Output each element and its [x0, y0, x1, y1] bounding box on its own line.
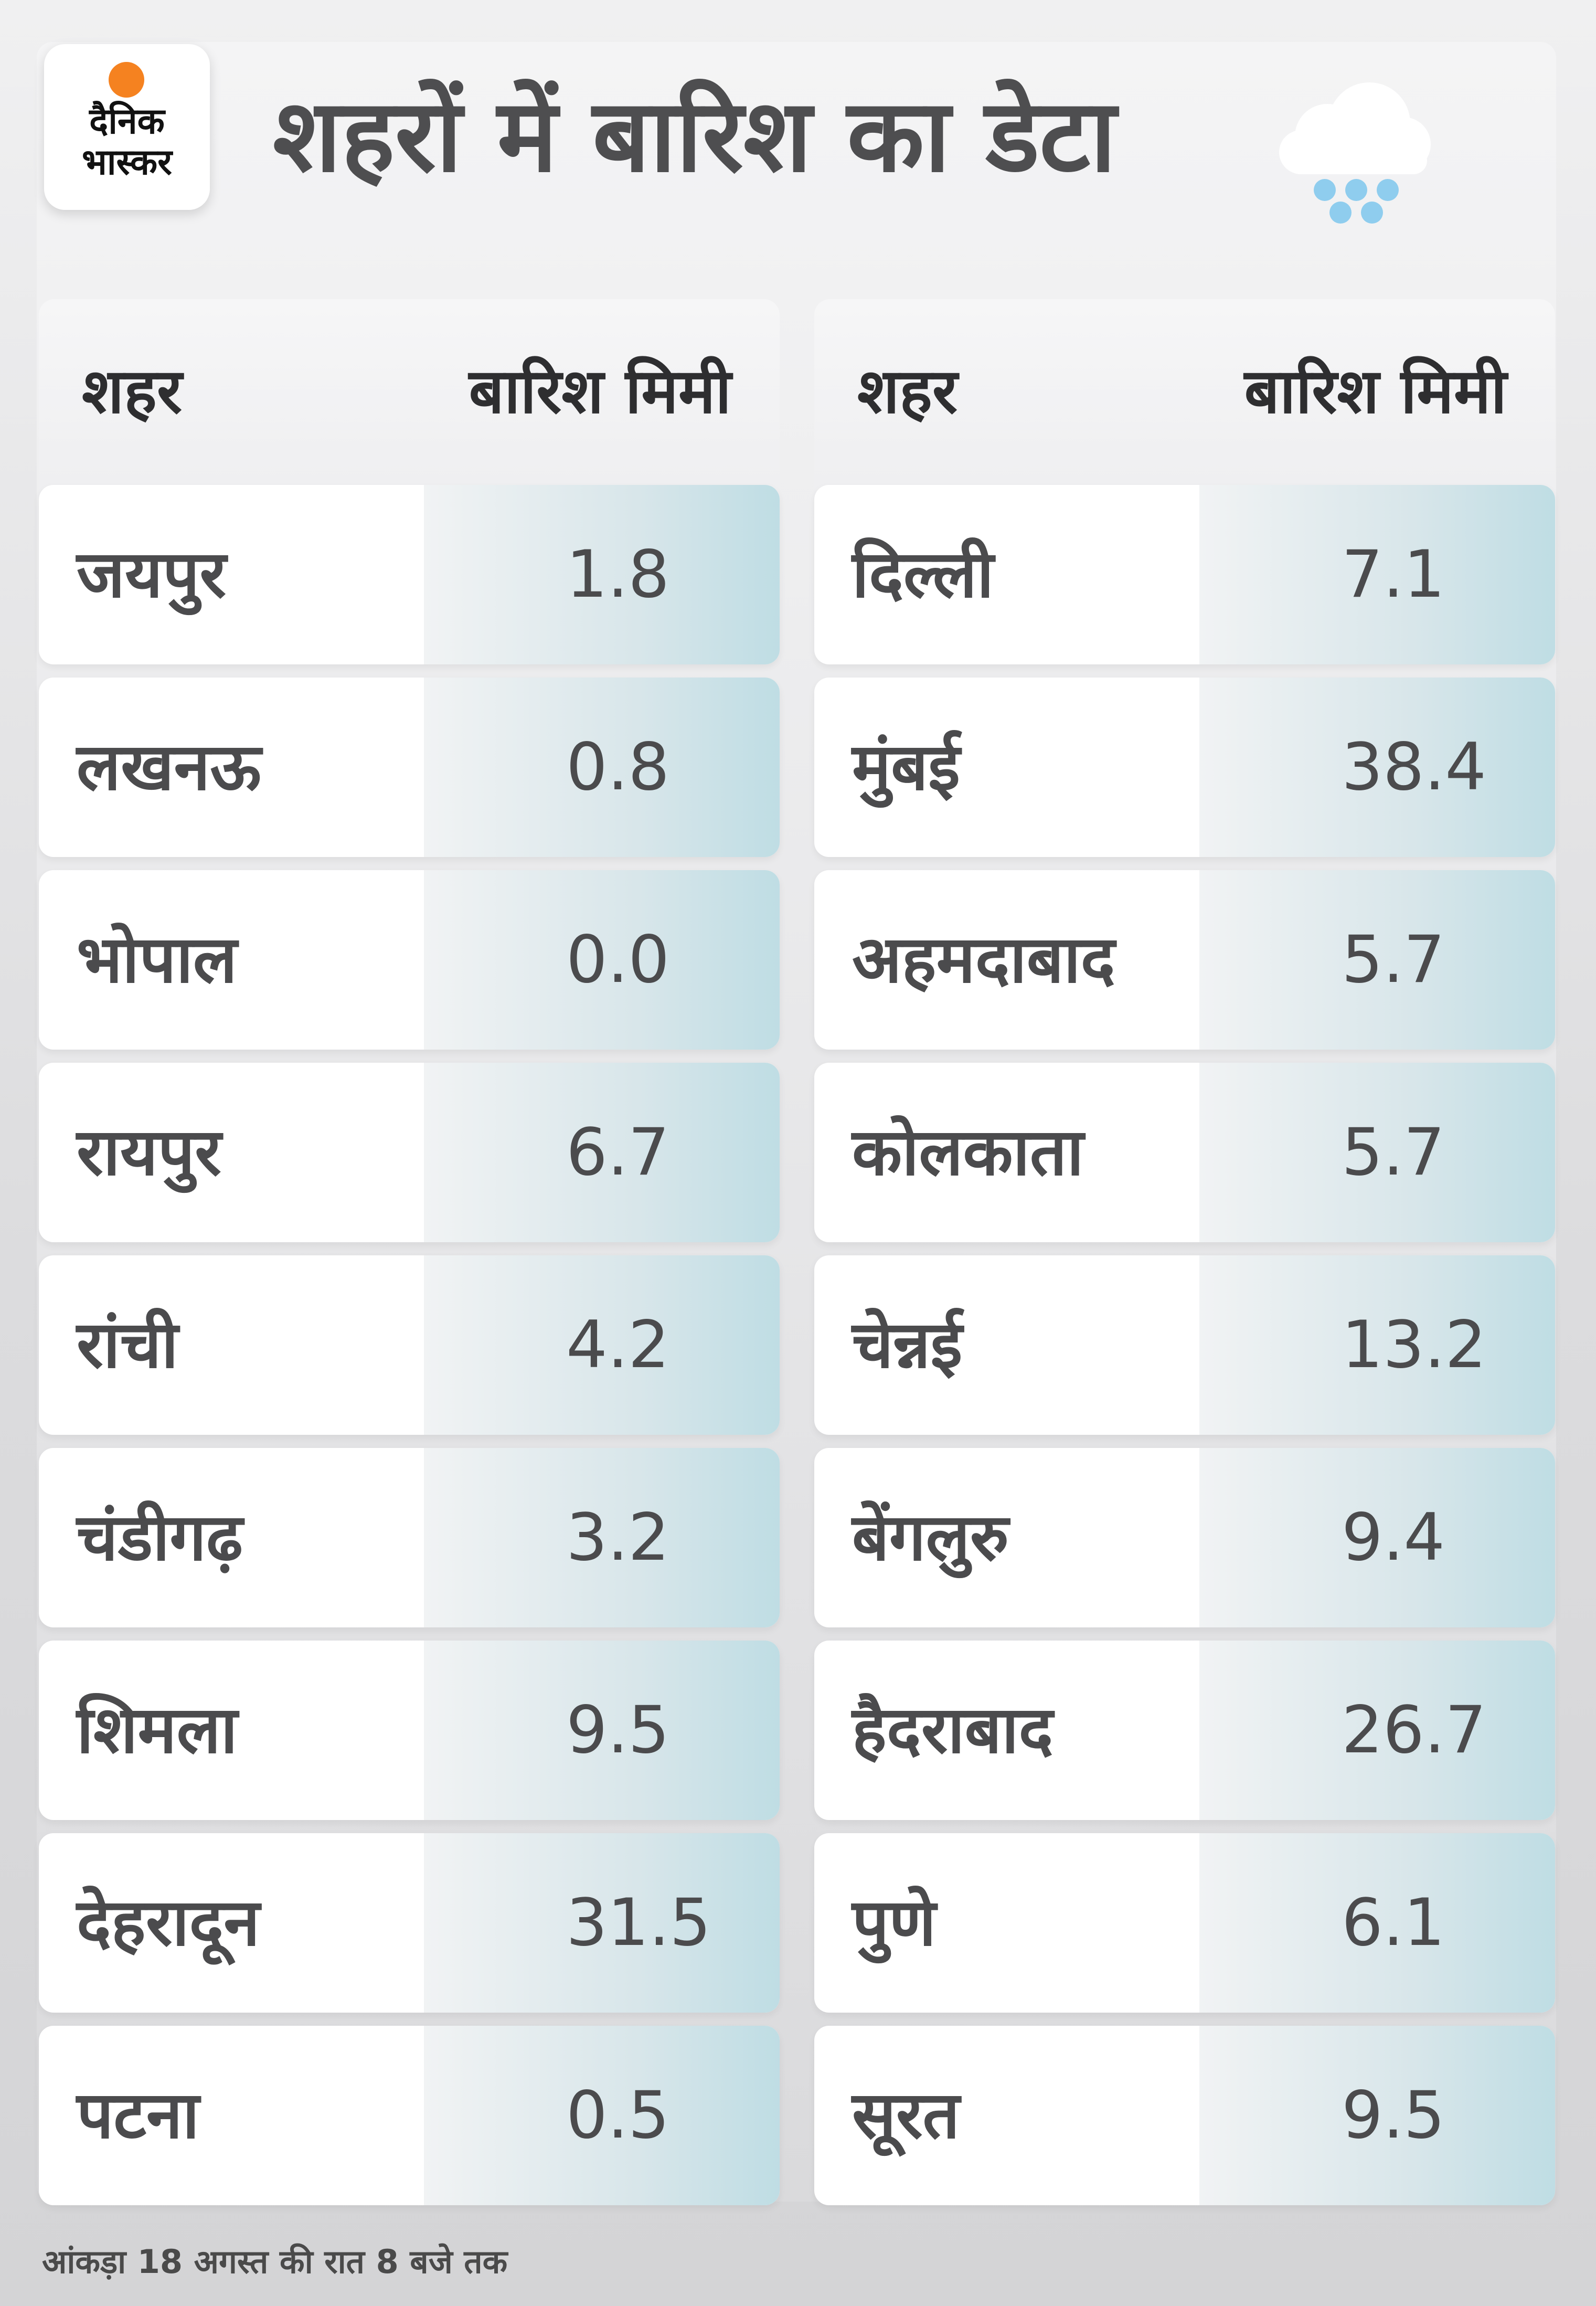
rain-cloud-icon [1279, 82, 1431, 224]
rainfall-value: 31.5 [566, 1885, 711, 1961]
city-name: दिल्ली [852, 537, 994, 612]
rainfall-value: 0.0 [566, 922, 670, 998]
table-row: रायपुर 6.7 [39, 1063, 780, 1242]
table-row: हैदराबाद 26.7 [814, 1641, 1555, 1820]
table-header: शहर बारिश मिमी [814, 299, 1555, 509]
dainik-bhaskar-logo: दैनिक भास्कर [44, 44, 210, 210]
table-row: मुंबई 38.4 [814, 678, 1555, 857]
city-name: लखनऊ [77, 729, 261, 805]
table-row: जयपुर 1.8 [39, 485, 780, 664]
value-cell-background [424, 485, 780, 664]
rainfall-value: 7.1 [1342, 537, 1445, 612]
rainfall-value: 6.1 [1342, 1885, 1445, 1961]
city-name: भोपाल [77, 922, 237, 998]
city-name: अहमदाबाद [852, 922, 1115, 998]
rainfall-value: 0.8 [566, 729, 670, 805]
value-cell-background [1199, 870, 1555, 1050]
table-row: सूरत 9.5 [814, 2026, 1555, 2205]
table-row: अहमदाबाद 5.7 [814, 870, 1555, 1050]
table-row: बेंगलुरु 9.4 [814, 1448, 1555, 1627]
city-name: कोलकाता [852, 1115, 1084, 1190]
rainfall-value: 5.7 [1342, 922, 1445, 998]
table-row: भोपाल 0.0 [39, 870, 780, 1050]
city-name: जयपुर [77, 537, 227, 612]
city-name: बेंगलुरु [852, 1500, 1009, 1575]
rainfall-value: 13.2 [1342, 1307, 1487, 1383]
column-header-city: शहर [857, 355, 958, 427]
city-name: मुंबई [852, 729, 960, 805]
column-header-city: शहर [82, 355, 183, 427]
column-header-rain: बारिश मिमी [1244, 355, 1507, 427]
rainfall-value: 9.4 [1342, 1500, 1445, 1575]
city-name: देहरादून [77, 1885, 260, 1961]
city-name: हैदराबाद [852, 1693, 1054, 1768]
rainfall-value: 5.7 [1342, 1115, 1445, 1190]
data-timestamp-note: आंकड़ा 18 अगस्त की रात 8 बजे तक [42, 2242, 508, 2281]
logo-text-line1: दैनिक [89, 101, 165, 142]
city-name: चेन्नई [852, 1307, 963, 1383]
rainfall-value: 9.5 [1342, 2078, 1445, 2153]
table-row: लखनऊ 0.8 [39, 678, 780, 857]
table-header: शहर बारिश मिमी [39, 299, 780, 509]
rainfall-value: 1.8 [566, 537, 670, 612]
rainfall-value: 6.7 [566, 1115, 670, 1190]
value-cell-background [1199, 485, 1555, 664]
rainfall-value: 0.5 [566, 2078, 670, 2153]
city-name: सूरत [852, 2078, 960, 2153]
page-title: शहरों में बारिश का डेटा [273, 78, 1116, 195]
table-row: देहरादून 31.5 [39, 1833, 780, 2013]
value-cell-background [1199, 1833, 1555, 2013]
table-row: चेन्नई 13.2 [814, 1255, 1555, 1435]
sun-icon [109, 62, 144, 98]
table-row: रांची 4.2 [39, 1255, 780, 1435]
value-cell-background [1199, 1063, 1555, 1242]
table-row: दिल्ली 7.1 [814, 485, 1555, 664]
city-name: पटना [77, 2078, 199, 2153]
value-cell-background [424, 870, 780, 1050]
value-cell-background [424, 1641, 780, 1820]
table-row: चंडीगढ़ 3.2 [39, 1448, 780, 1627]
city-name: रांची [77, 1307, 178, 1383]
city-name: चंडीगढ़ [77, 1500, 243, 1575]
city-name: रायपुर [77, 1115, 221, 1190]
value-cell-background [1199, 1641, 1555, 1820]
rainfall-value: 9.5 [566, 1693, 670, 1768]
rain-table-right: शहर बारिश मिमी दिल्ली 7.1 मुंबई 38.4 अहमदाबा… [814, 299, 1555, 2209]
value-cell-background [424, 1255, 780, 1435]
value-cell-background [1199, 678, 1555, 857]
value-cell-background [424, 1833, 780, 2013]
city-name: शिमला [77, 1693, 238, 1768]
value-cell-background [424, 678, 780, 857]
table-row: पटना 0.5 [39, 2026, 780, 2205]
value-cell-background [424, 1063, 780, 1242]
value-cell-background [1199, 1448, 1555, 1627]
table-row: पुणे 6.1 [814, 1833, 1555, 2013]
rainfall-value: 38.4 [1342, 729, 1487, 805]
table-row: कोलकाता 5.7 [814, 1063, 1555, 1242]
rainfall-value: 3.2 [566, 1500, 670, 1575]
city-name: पुणे [852, 1885, 937, 1961]
value-cell-background [1199, 1255, 1555, 1435]
value-cell-background [424, 1448, 780, 1627]
rain-table-left: शहर बारिश मिमी जयपुर 1.8 लखनऊ 0.8 भोपाल 0.0 रा… [39, 299, 780, 2209]
rainfall-value: 4.2 [566, 1307, 670, 1383]
table-row: शिमला 9.5 [39, 1641, 780, 1820]
logo-text-line2: भास्कर [82, 142, 172, 183]
value-cell-background [1199, 2026, 1555, 2205]
column-header-rain: बारिश मिमी [469, 355, 731, 427]
rainfall-value: 26.7 [1342, 1693, 1487, 1768]
value-cell-background [424, 2026, 780, 2205]
